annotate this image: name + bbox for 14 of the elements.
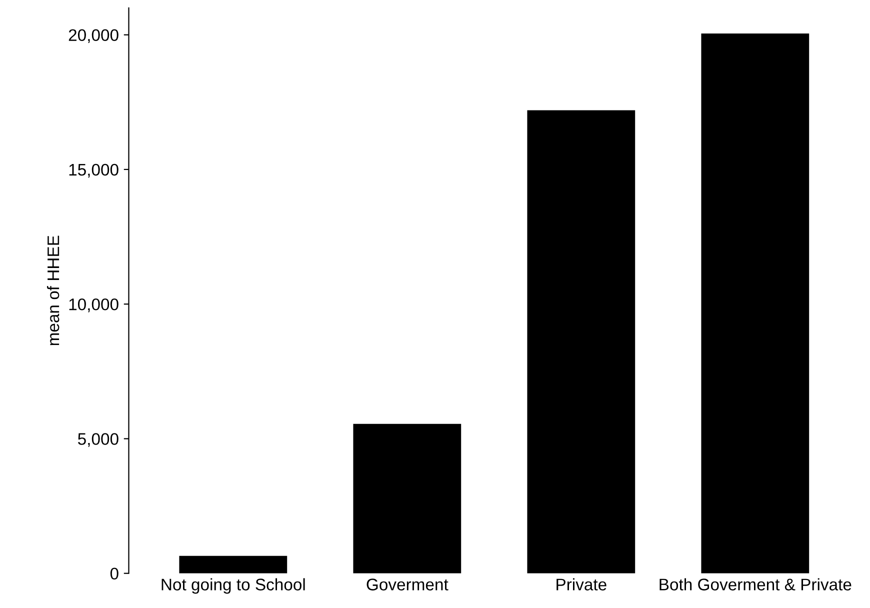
bar bbox=[353, 424, 462, 574]
x-tick-label: Not going to School bbox=[162, 578, 305, 594]
y-tick-label: 15,000 bbox=[69, 164, 118, 178]
x-tick-label: Both Goverment & Private bbox=[660, 578, 852, 590]
y-tick-label: 0 bbox=[110, 568, 118, 580]
x-tick-label: Goverment bbox=[366, 578, 448, 590]
bar bbox=[179, 556, 288, 574]
x-tick-label: Private bbox=[556, 578, 606, 590]
y-tick-label: 10,000 bbox=[69, 298, 118, 312]
bar bbox=[701, 33, 810, 574]
y-tick-label: 5,000 bbox=[78, 433, 118, 447]
y-tick-label: 20,000 bbox=[68, 29, 118, 43]
bar bbox=[527, 110, 636, 574]
y-axis-title: mean of HHEE bbox=[46, 236, 60, 346]
